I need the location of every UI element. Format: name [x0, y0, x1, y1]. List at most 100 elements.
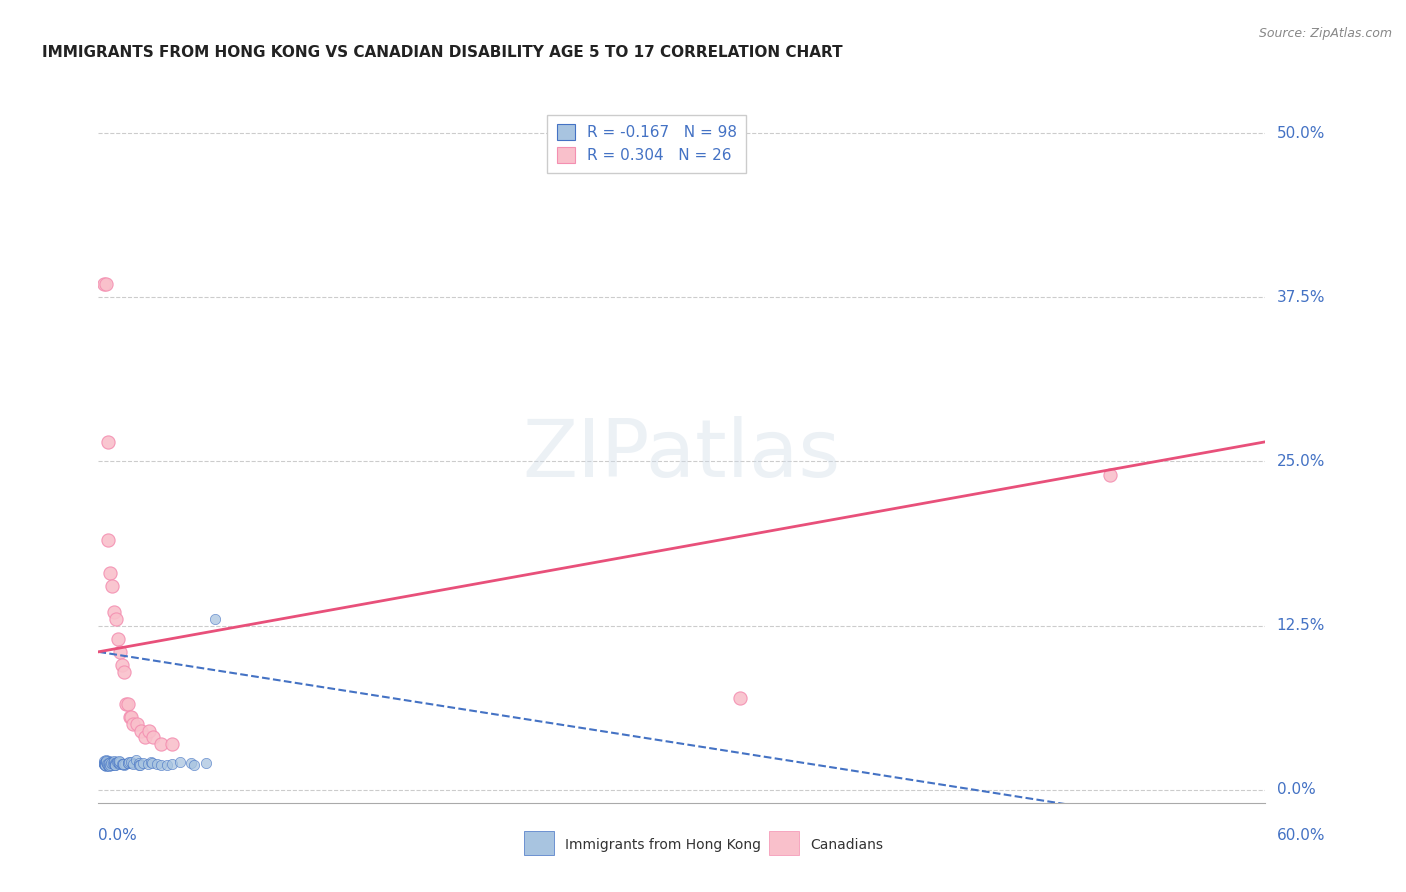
- Point: [101, 758, 124, 772]
- Point: [94, 756, 117, 771]
- Point: [94, 753, 117, 767]
- Point: [111, 756, 134, 771]
- Point: [94, 756, 117, 771]
- Point: [94, 755, 117, 769]
- Point: [125, 753, 148, 767]
- Point: [183, 758, 205, 772]
- Point: [101, 756, 124, 770]
- Point: [97, 757, 120, 772]
- Point: [114, 757, 136, 772]
- Point: [97, 533, 120, 548]
- Point: [146, 756, 169, 771]
- Point: [97, 756, 120, 771]
- Point: [97, 758, 120, 772]
- Point: [97, 755, 120, 769]
- Point: [93, 756, 115, 771]
- Point: [194, 756, 217, 771]
- Point: [112, 665, 135, 679]
- Point: [204, 611, 226, 625]
- Legend: R = -0.167   N = 98, R = 0.304   N = 26: R = -0.167 N = 98, R = 0.304 N = 26: [547, 115, 747, 173]
- Point: [730, 690, 752, 705]
- Point: [128, 756, 150, 770]
- Point: [114, 698, 136, 712]
- Point: [93, 756, 115, 771]
- Point: [94, 756, 117, 770]
- Point: [117, 756, 139, 770]
- Point: [136, 756, 159, 771]
- Point: [108, 756, 131, 770]
- Point: [121, 755, 143, 769]
- Point: [96, 759, 118, 773]
- Point: [94, 757, 117, 772]
- Point: [108, 754, 131, 768]
- Point: [101, 579, 124, 593]
- Point: [104, 612, 127, 626]
- Point: [93, 756, 115, 771]
- Point: [118, 756, 141, 770]
- Point: [96, 756, 118, 771]
- Point: [141, 756, 163, 770]
- Point: [131, 756, 153, 770]
- Point: [169, 756, 191, 770]
- Point: [98, 756, 121, 771]
- Text: Source: ZipAtlas.com: Source: ZipAtlas.com: [1258, 27, 1392, 40]
- Point: [97, 757, 120, 772]
- Point: [96, 757, 118, 772]
- Point: [103, 606, 125, 620]
- Point: [96, 755, 118, 769]
- Point: [149, 737, 172, 751]
- Point: [97, 756, 120, 771]
- Point: [94, 756, 117, 771]
- Text: IMMIGRANTS FROM HONG KONG VS CANADIAN DISABILITY AGE 5 TO 17 CORRELATION CHART: IMMIGRANTS FROM HONG KONG VS CANADIAN DI…: [42, 45, 842, 60]
- Point: [96, 277, 118, 292]
- Point: [141, 756, 163, 770]
- Bar: [769, 830, 799, 855]
- Point: [94, 756, 117, 771]
- Point: [103, 754, 125, 768]
- Point: [98, 758, 121, 772]
- Text: 60.0%: 60.0%: [1277, 828, 1324, 843]
- Point: [105, 756, 128, 770]
- Point: [129, 723, 152, 738]
- Point: [98, 756, 121, 771]
- Point: [97, 758, 120, 772]
- Point: [97, 758, 120, 772]
- Point: [122, 717, 145, 731]
- Point: [103, 756, 125, 770]
- Point: [118, 710, 141, 724]
- Point: [134, 730, 156, 744]
- Point: [100, 756, 122, 770]
- Point: [94, 756, 117, 770]
- Point: [121, 756, 143, 771]
- Point: [103, 757, 125, 772]
- Point: [107, 755, 129, 769]
- Point: [112, 756, 135, 771]
- Point: [111, 657, 134, 672]
- Point: [98, 758, 121, 772]
- Point: [121, 710, 143, 724]
- Point: [104, 756, 127, 771]
- Point: [94, 758, 117, 772]
- Point: [162, 737, 184, 751]
- Point: [112, 757, 135, 772]
- Point: [94, 758, 117, 772]
- Text: ZIPatlas: ZIPatlas: [523, 416, 841, 494]
- Point: [127, 717, 149, 731]
- Point: [122, 756, 145, 771]
- Point: [128, 757, 150, 772]
- Point: [97, 754, 120, 768]
- Point: [104, 757, 127, 772]
- Text: Immigrants from Hong Kong: Immigrants from Hong Kong: [565, 838, 761, 852]
- Point: [94, 756, 117, 771]
- Point: [93, 756, 115, 771]
- Point: [98, 755, 121, 769]
- Text: 25.0%: 25.0%: [1277, 454, 1324, 469]
- Point: [117, 698, 139, 712]
- Point: [108, 757, 131, 772]
- Bar: [524, 830, 554, 855]
- Point: [94, 756, 117, 770]
- Point: [98, 757, 121, 772]
- Point: [160, 757, 183, 772]
- Point: [104, 757, 127, 772]
- Point: [94, 756, 117, 771]
